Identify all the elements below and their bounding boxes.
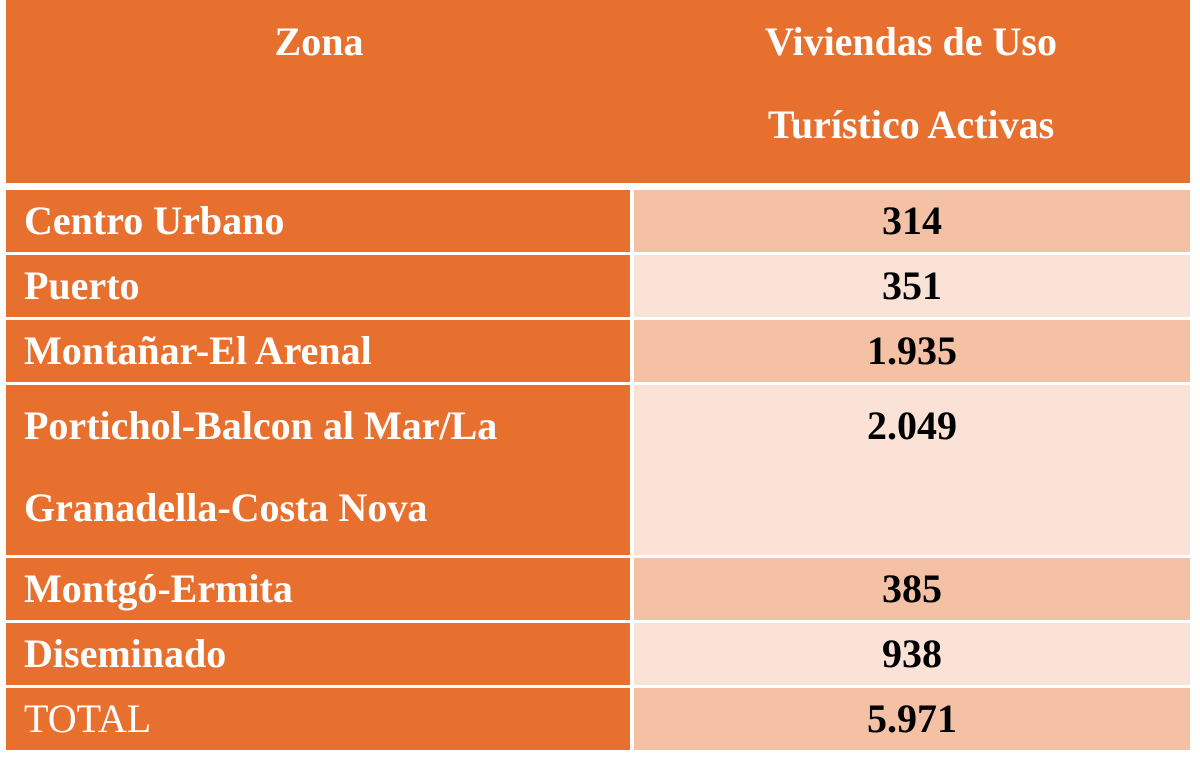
dwelling-count: 938	[882, 631, 942, 676]
zone-name: Puerto	[24, 263, 140, 308]
zone-name: TOTAL	[24, 696, 152, 741]
table-body: Centro Urbano 314 Puerto 351 Montañar-El Are…	[6, 185, 1190, 750]
value-cell: 351	[632, 252, 1190, 319]
zone-cell: Diseminado	[6, 620, 634, 687]
table-header: Zona Viviendas de Uso Turístico Activas	[6, 0, 1190, 190]
value-cell: 385	[632, 555, 1190, 622]
zone-name: Montañar-El Arenal	[24, 328, 372, 373]
dwelling-count: 351	[882, 263, 942, 308]
zone-cell: TOTAL	[6, 685, 634, 750]
zone-name: Diseminado	[24, 631, 227, 676]
header-cell: Zona	[6, 0, 632, 190]
table-row: Puerto 351	[6, 252, 1190, 319]
value-cell: 938	[632, 620, 1190, 687]
zone-cell: Puerto	[6, 252, 634, 319]
zone-cell: Montañar-El Arenal	[6, 317, 634, 384]
value-cell: 5.971	[632, 685, 1190, 750]
table-row: Diseminado 938	[6, 620, 1190, 687]
value-cell: 314	[632, 185, 1190, 254]
zone-cell: Centro Urbano	[6, 185, 634, 254]
zone-cell: Montgó-Ermita	[6, 555, 634, 622]
header-row: Zona Viviendas de Uso Turístico Activas	[6, 0, 1190, 190]
table-row: Montgó-Ermita 385	[6, 555, 1190, 622]
table-row: TOTAL 5.971	[6, 685, 1190, 750]
zone-name: Montgó-Ermita	[24, 566, 293, 611]
zone-cell: Portichol-Balcon al Mar/La Granadella-Co…	[6, 382, 634, 557]
header-cell: Viviendas de Uso Turístico Activas	[632, 0, 1190, 190]
data-table: Zona Viviendas de Uso Turístico Activas …	[6, 0, 1190, 750]
table-row: Centro Urbano 314	[6, 185, 1190, 254]
value-cell: 1.935	[632, 317, 1190, 384]
header-text: Zona	[274, 19, 364, 64]
dwelling-count: 5.971	[867, 696, 957, 741]
dwelling-count: 2.049	[867, 403, 957, 448]
header-text: Viviendas de Uso Turístico Activas	[765, 19, 1057, 147]
zone-name: Portichol-Balcon al Mar/La Granadella-Co…	[24, 403, 498, 530]
table-row: Portichol-Balcon al Mar/La Granadella-Co…	[6, 382, 1190, 557]
dwelling-count: 314	[882, 198, 942, 243]
table-row: Montañar-El Arenal 1.935	[6, 317, 1190, 384]
dwelling-count: 385	[882, 566, 942, 611]
zone-name: Centro Urbano	[24, 198, 285, 243]
dwelling-count: 1.935	[867, 328, 957, 373]
value-cell: 2.049	[632, 382, 1190, 557]
